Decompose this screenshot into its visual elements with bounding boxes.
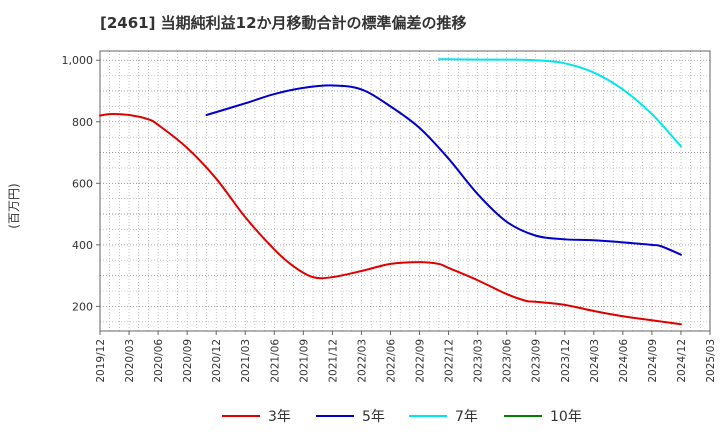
x-tick-label: 2024/03: [589, 339, 601, 383]
legend-label: 3年: [268, 409, 291, 425]
x-tick-label: 2023/06: [502, 339, 514, 383]
x-tick-label: 2020/12: [211, 339, 223, 383]
y-axis-label: (百万円): [7, 183, 21, 228]
x-tick-label: 2021/12: [327, 339, 339, 383]
x-tick-label: 2019/12: [95, 339, 107, 383]
x-tick-label: 2022/09: [415, 339, 427, 383]
x-tick-label: 2021/09: [298, 339, 310, 383]
plot-frame: [99, 50, 711, 332]
legend: 3年 5年 7年 10年: [0, 404, 720, 428]
x-tick-label: 2021/06: [269, 339, 281, 383]
x-tick-label: 2022/06: [385, 339, 397, 383]
x-tick-label: 2025/03: [705, 339, 717, 383]
legend-label: 5年: [362, 409, 385, 425]
legend-swatch: [504, 415, 542, 417]
series-line-2: [205, 84, 682, 256]
x-tick-label: 2022/12: [444, 339, 456, 383]
y-tick-label: 400: [72, 239, 93, 252]
x-tick-label: 2023/03: [473, 339, 485, 383]
y-tick-label: 800: [72, 116, 93, 129]
x-tick-label: 2022/03: [356, 339, 368, 383]
legend-swatch: [222, 415, 260, 417]
legend-label: 10年: [550, 409, 582, 425]
x-tick-label: 2024/09: [647, 339, 659, 383]
x-tick-label: 2020/09: [182, 339, 194, 383]
x-tick-label: 2023/12: [560, 339, 572, 383]
x-tick-label: 2023/09: [531, 339, 543, 383]
x-tick-label: 2024/06: [618, 339, 630, 383]
chart-title: [2461] 当期純利益12か月移動合計の標準偏差の推移: [100, 14, 467, 32]
y-tick-label: 600: [72, 177, 93, 190]
y-tick-label: 1,000: [62, 54, 94, 67]
y-tick-label: 200: [72, 300, 93, 313]
x-tick-label: 2024/12: [676, 339, 688, 383]
legend-swatch: [316, 415, 354, 417]
series-line-1: [99, 113, 682, 326]
series-line-3: [437, 58, 682, 148]
x-tick-label: 2020/06: [153, 339, 165, 383]
x-tick-label: 2020/03: [124, 339, 136, 383]
legend-swatch: [409, 415, 447, 417]
x-tick-label: 2021/03: [240, 339, 252, 383]
legend-label: 7年: [455, 409, 478, 425]
